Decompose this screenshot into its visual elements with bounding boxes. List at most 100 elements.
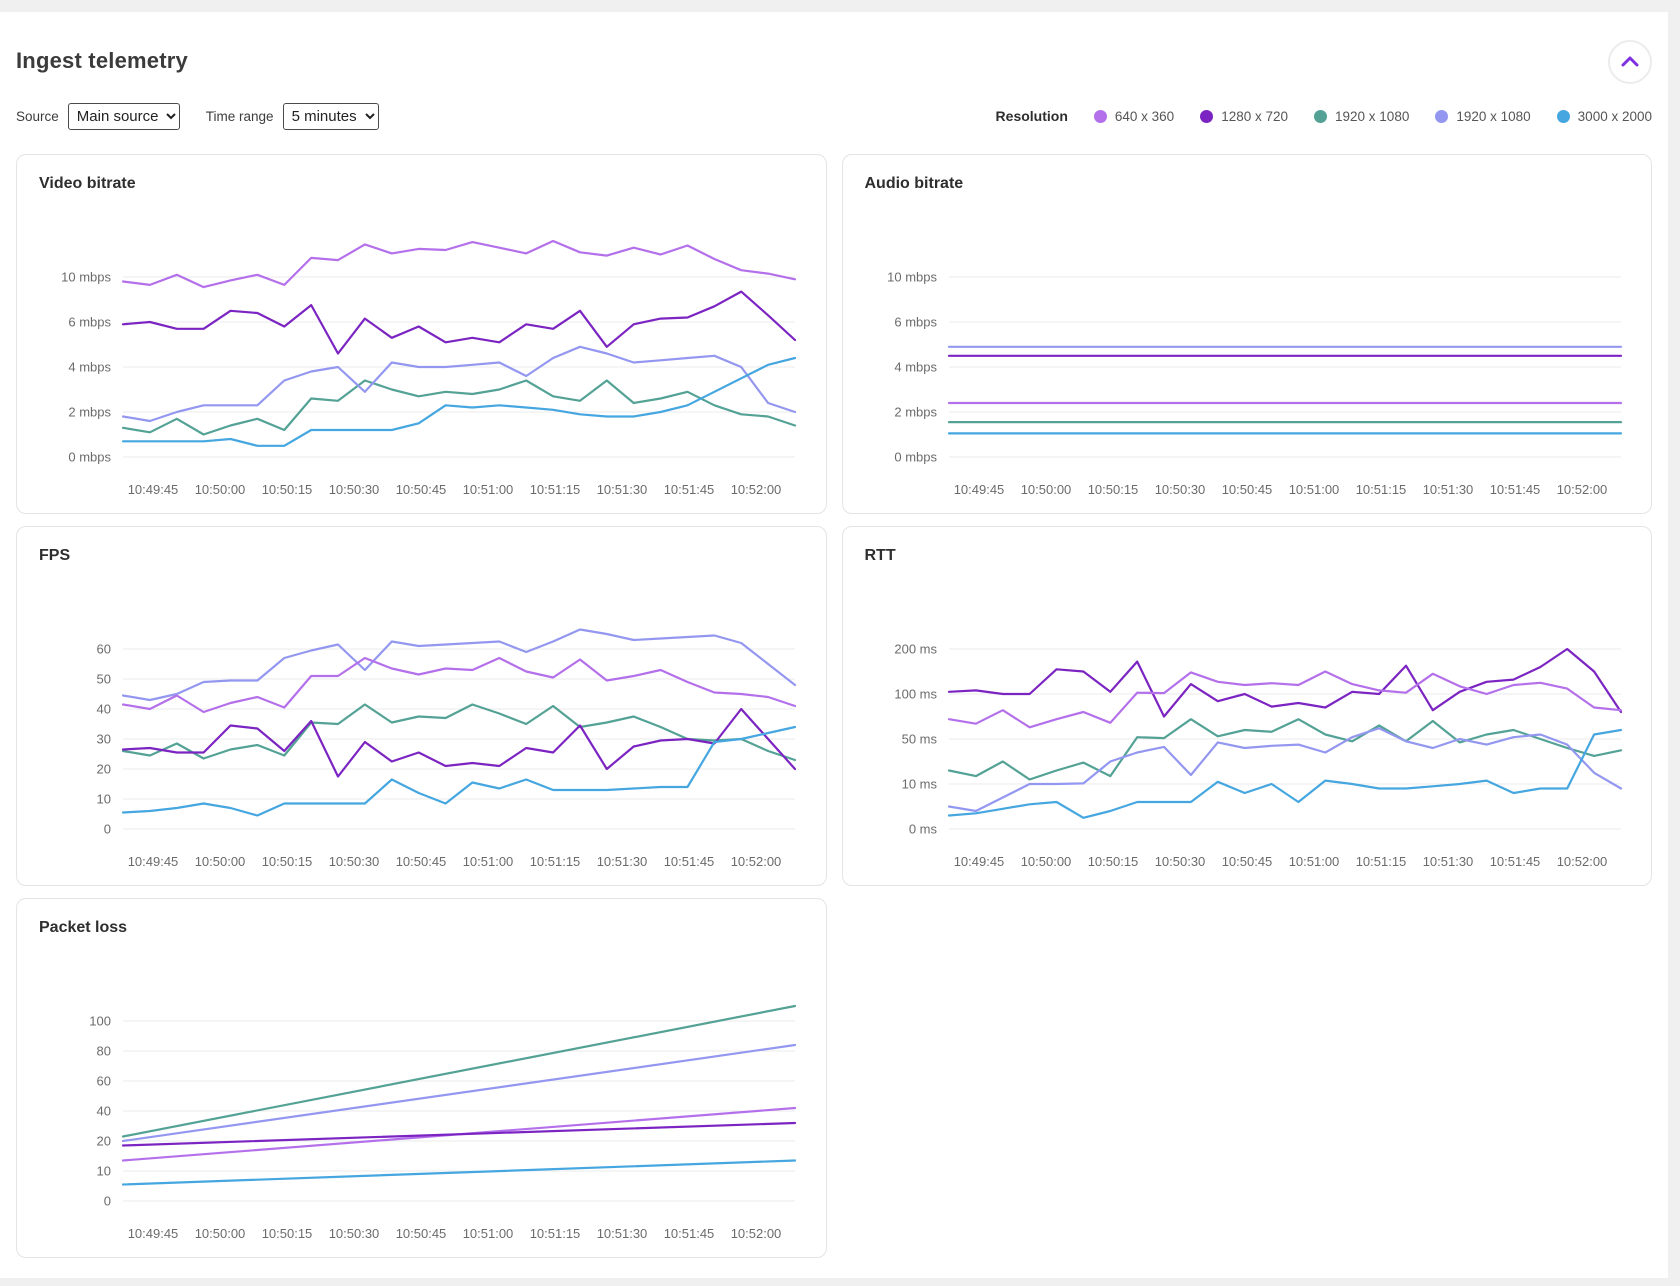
chart-title: FPS bbox=[39, 547, 71, 564]
x-axis-tick-label: 10:50:00 bbox=[195, 482, 246, 497]
chevron-up-icon bbox=[1618, 50, 1642, 74]
video-bitrate-chart: 0 mbps 2 mbps 4 mbps 6 mbps 10 mbps 10:49:45 1… bbox=[39, 205, 804, 505]
y-axis-tick-label: 10 mbps bbox=[887, 270, 937, 285]
x-axis-tick-label: 10:51:00 bbox=[463, 482, 514, 497]
legend-item-label: 1920 x 1080 bbox=[1335, 108, 1410, 124]
y-axis-tick-label: 100 bbox=[89, 1014, 111, 1029]
fps-panel: FPS 0 10 20 30 40 50 60 10:49:45 10:50:00 10:50:1… bbox=[16, 526, 827, 886]
source-label: Source bbox=[16, 108, 59, 124]
series-line-3000x2000 bbox=[947, 728, 1622, 819]
y-axis-tick-label: 0 bbox=[104, 822, 111, 837]
x-axis-tick-label: 10:52:00 bbox=[731, 1226, 782, 1241]
x-axis-tick-label: 10:52:00 bbox=[731, 482, 782, 497]
legend-item[interactable]: 3000 x 2000 bbox=[1556, 109, 1652, 124]
source-select[interactable]: Main source bbox=[67, 102, 180, 130]
x-axis-tick-label: 10:51:45 bbox=[664, 482, 715, 497]
audio-bitrate-panel: Audio bitrate 0 mbps 2 mbps 4 mbps 6 mbps 10… bbox=[841, 154, 1652, 514]
y-axis-tick-label: 10 mbps bbox=[61, 270, 111, 285]
x-axis-tick-label: 10:51:30 bbox=[1422, 482, 1473, 497]
fps-chart: 0 10 20 30 40 50 60 10:49:45 10:50:00 10:50:15 10:… bbox=[39, 577, 804, 877]
rtt-chart: 0 ms 10 ms 50 ms 100 ms 200 ms 10:49:45 10:50:… bbox=[865, 577, 1630, 877]
series-line-1920x1080 bbox=[947, 718, 1622, 781]
x-axis-tick-label: 10:50:15 bbox=[1087, 854, 1138, 869]
x-axis-tick-label: 10:50:30 bbox=[329, 1226, 380, 1241]
x-axis-tick-label: 10:50:00 bbox=[1020, 854, 1071, 869]
x-axis-tick-label: 10:50:45 bbox=[1221, 854, 1272, 869]
series-line-1920x1080 bbox=[121, 703, 797, 762]
y-axis-tick-label: 30 bbox=[97, 732, 111, 747]
y-axis-tick-label: 50 ms bbox=[901, 732, 937, 747]
legend-item[interactable]: 1920 x 1080 bbox=[1435, 108, 1531, 124]
x-axis-tick-label: 10:50:30 bbox=[1154, 482, 1205, 497]
packet-loss-panel: Packet loss 0 10 20 40 60 80 100 10:49:45 10:50:… bbox=[16, 898, 827, 1258]
x-axis-tick-label: 10:51:00 bbox=[463, 1226, 514, 1241]
chart-title: Video bitrate bbox=[39, 175, 136, 192]
x-axis-tick-label: 10:51:30 bbox=[597, 854, 648, 869]
legend-item[interactable]: 640 x 360 bbox=[1093, 109, 1174, 124]
series-line-640x360 bbox=[121, 239, 797, 289]
y-axis-tick-label: 40 bbox=[97, 702, 111, 717]
audio-bitrate-chart: 0 mbps 2 mbps 4 mbps 6 mbps 10 mbps 10:49:45 1… bbox=[865, 205, 1630, 505]
series-line-1920x1080 bbox=[121, 628, 797, 702]
series-line-1920x1080 bbox=[121, 1004, 797, 1138]
x-axis-tick-label: 10:51:00 bbox=[1288, 482, 1339, 497]
time-range-select[interactable]: 5 minutes bbox=[282, 102, 379, 130]
x-axis-tick-label: 10:49:45 bbox=[128, 854, 179, 869]
y-axis-tick-label: 6 mbps bbox=[68, 315, 111, 330]
y-axis-tick-label: 2 mbps bbox=[68, 405, 111, 420]
x-axis-tick-label: 10:50:45 bbox=[396, 1226, 447, 1241]
y-axis-tick-label: 60 bbox=[97, 642, 111, 657]
x-axis-tick-label: 10:49:45 bbox=[128, 482, 179, 497]
chart-title: Audio bitrate bbox=[864, 175, 964, 192]
x-axis-tick-label: 10:51:45 bbox=[664, 1226, 715, 1241]
x-axis-tick-label: 10:51:15 bbox=[530, 1226, 581, 1241]
y-axis-tick-label: 20 bbox=[97, 762, 111, 777]
x-axis-tick-label: 10:50:00 bbox=[195, 854, 246, 869]
controls-row: Source Main source Time range 5 minutes … bbox=[16, 102, 1652, 130]
legend-item-label: 1920 x 1080 bbox=[1456, 108, 1531, 124]
legend-item[interactable]: 1920 x 1080 bbox=[1314, 109, 1409, 124]
y-axis-tick-label: 4 mbps bbox=[68, 360, 111, 375]
series-line-640x360 bbox=[121, 656, 797, 714]
series-line-3000x2000 bbox=[121, 356, 797, 447]
legend-title: Resolution bbox=[995, 108, 1068, 124]
y-axis-tick-label: 6 mbps bbox=[894, 315, 937, 330]
y-axis-tick-label: 2 mbps bbox=[894, 405, 937, 420]
x-axis-tick-label: 10:51:15 bbox=[530, 854, 581, 869]
ingest-telemetry-card: Ingest telemetry Source Main source Time… bbox=[0, 12, 1668, 1278]
x-axis-tick-label: 10:50:45 bbox=[1221, 482, 1272, 497]
x-axis-tick-label: 10:51:45 bbox=[1489, 482, 1540, 497]
y-axis-tick-label: 0 mbps bbox=[68, 450, 111, 465]
collapse-panel-button[interactable] bbox=[1608, 40, 1652, 84]
series-line-1920x1080 bbox=[947, 727, 1622, 813]
y-axis-tick-label: 10 bbox=[97, 792, 111, 807]
x-axis-tick-label: 10:50:00 bbox=[195, 1226, 246, 1241]
x-axis-tick-label: 10:51:30 bbox=[1422, 854, 1473, 869]
x-axis-tick-label: 10:50:30 bbox=[329, 482, 380, 497]
x-axis-tick-label: 10:51:30 bbox=[597, 1226, 648, 1241]
series-line-1280x720 bbox=[947, 647, 1622, 718]
time-range-label: Time range bbox=[205, 108, 274, 124]
series-line-1920x1080 bbox=[121, 379, 797, 436]
legend-item[interactable]: 1280 x 720 bbox=[1200, 109, 1288, 124]
rtt-panel: RTT 0 ms 10 ms 50 ms 100 ms 200 ms 10:49:45 10… bbox=[841, 526, 1652, 886]
legend-item-label: 1280 x 720 bbox=[1221, 108, 1289, 124]
y-axis-tick-label: 10 bbox=[97, 1164, 111, 1179]
legend-color-dot-icon bbox=[1435, 109, 1449, 123]
chart-title: Packet loss bbox=[39, 919, 128, 936]
x-axis-tick-label: 10:51:15 bbox=[1355, 482, 1406, 497]
legend-color-dot-icon bbox=[1093, 109, 1107, 123]
x-axis-tick-label: 10:51:45 bbox=[664, 854, 715, 869]
x-axis-tick-label: 10:50:15 bbox=[262, 854, 313, 869]
y-axis-tick-label: 50 bbox=[97, 672, 111, 687]
x-axis-tick-label: 10:51:00 bbox=[1288, 854, 1339, 869]
x-axis-tick-label: 10:51:00 bbox=[463, 854, 514, 869]
series-line-1280x720 bbox=[121, 707, 797, 778]
x-axis-tick-label: 10:50:15 bbox=[262, 1226, 313, 1241]
x-axis-tick-label: 10:52:00 bbox=[1556, 482, 1607, 497]
series-line-640x360 bbox=[947, 670, 1622, 729]
header: Ingest telemetry bbox=[16, 40, 1652, 88]
x-axis-tick-label: 10:49:45 bbox=[128, 1226, 179, 1241]
legend-color-dot-icon bbox=[1314, 109, 1328, 123]
x-axis-tick-label: 10:50:30 bbox=[329, 854, 380, 869]
